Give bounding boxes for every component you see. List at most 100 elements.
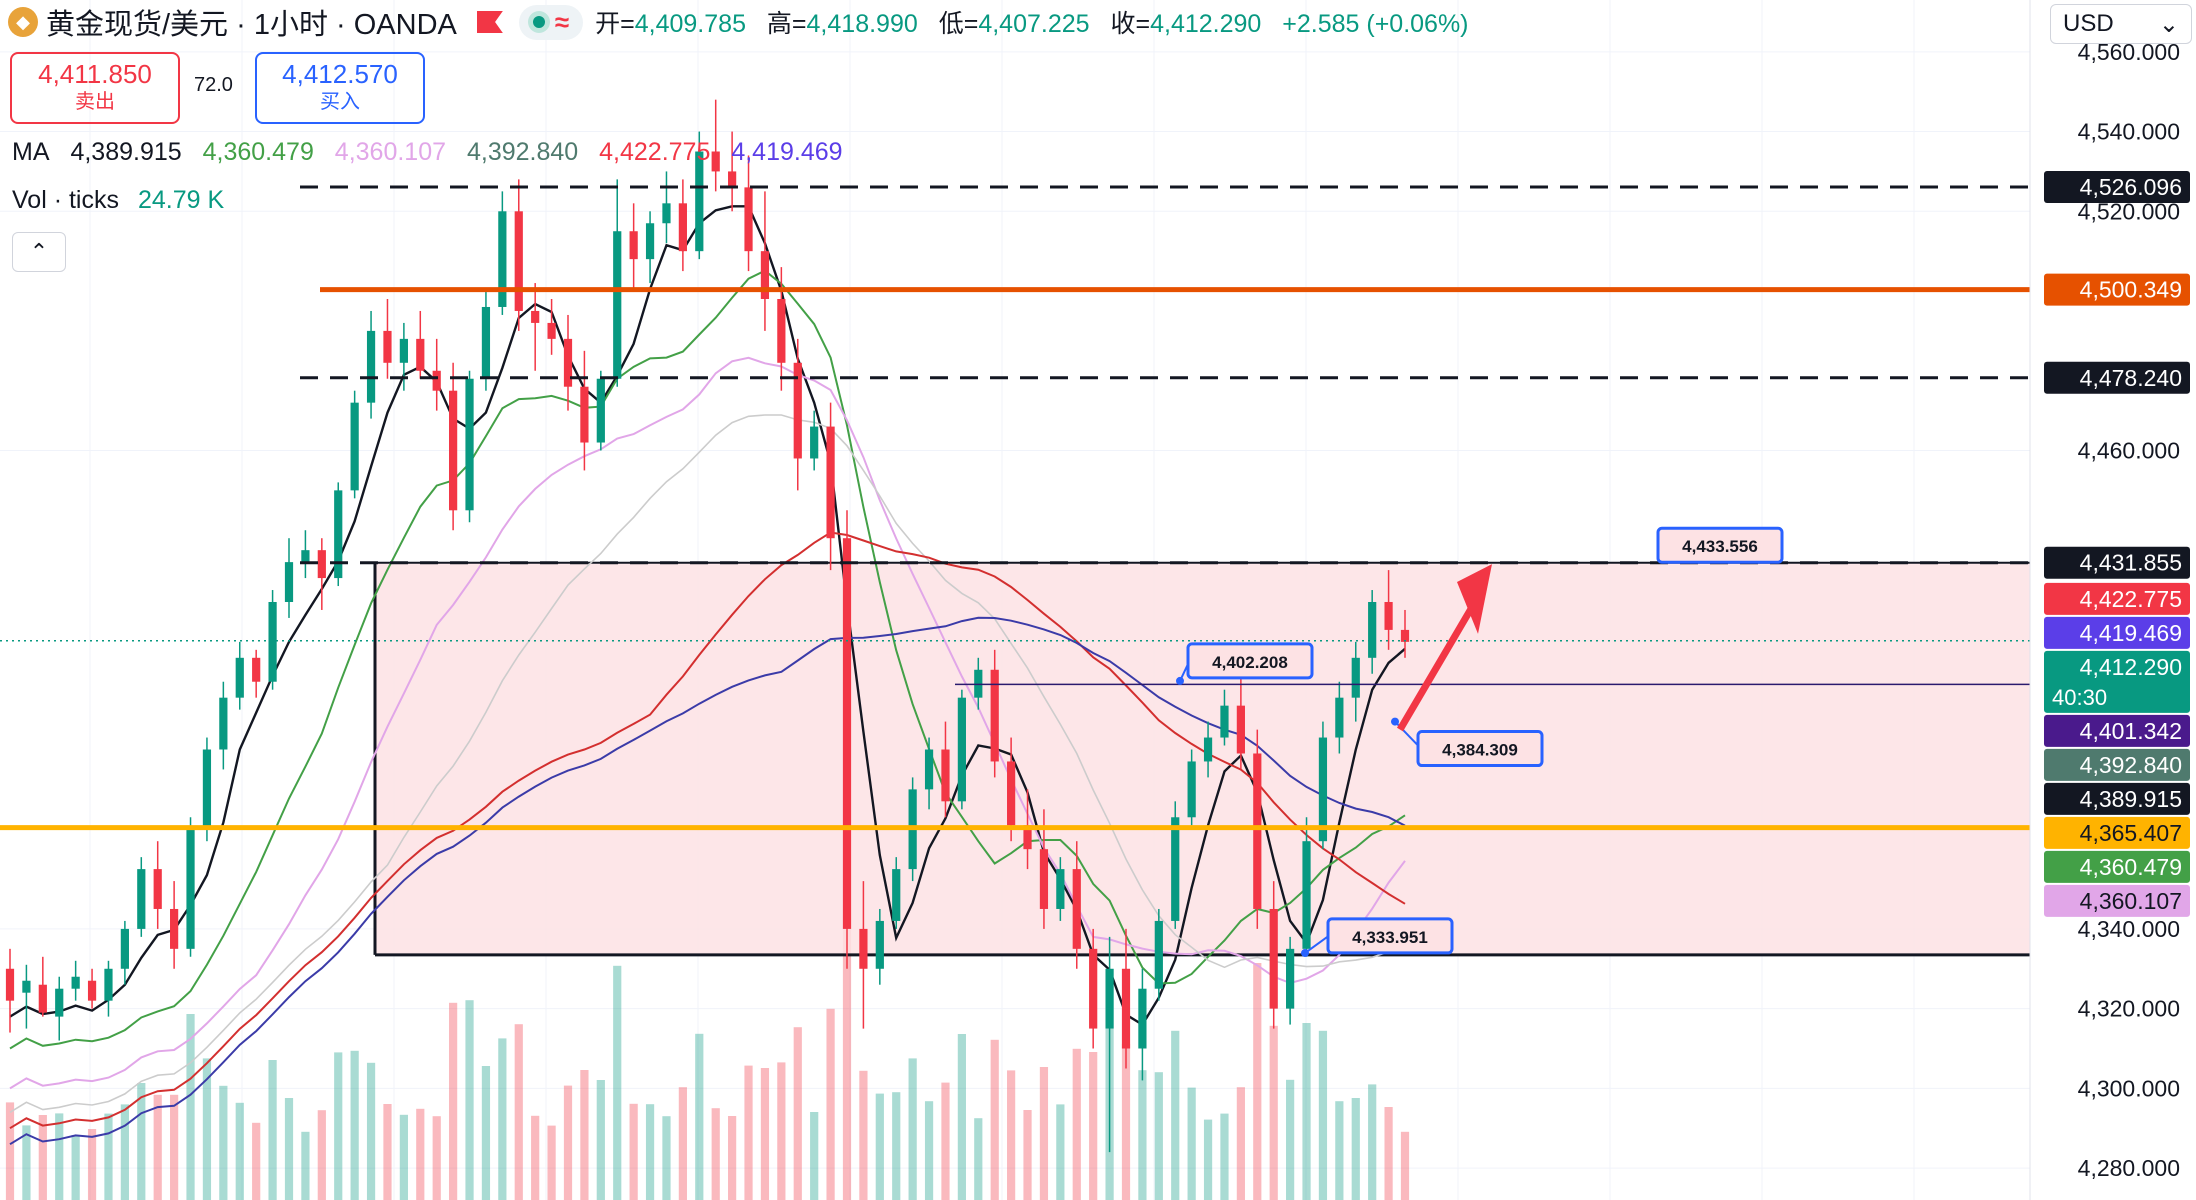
volume-bar [399,1114,408,1200]
volume-bar [941,1082,950,1200]
volume-bar [990,1039,999,1200]
volume-bar [793,1027,802,1200]
volume-bar [629,1103,638,1200]
volume-bar [662,1116,671,1200]
currency-label: USD [2063,10,2114,37]
moving-averages [9,205,1406,1146]
volume-bar [514,1024,523,1200]
volume-bar [1253,963,1262,1200]
candle [465,370,474,523]
candle [990,649,999,778]
candle-body [416,338,425,371]
badge-bg [2044,650,2190,713]
volume-bar [5,1102,15,1200]
badge-bg [2044,361,2190,394]
ma-label: MA [12,138,50,166]
candle-body [137,869,146,929]
volume-bar [875,1093,884,1200]
candle-body [22,980,31,993]
callout-label: 4,384.309 [1442,741,1518,760]
candle [350,390,359,499]
price-callout: 4,433.556 [1656,526,1784,564]
sell-label: 卖出 [75,91,115,113]
wave-icon: ≈ [554,6,570,37]
candle-body [810,426,819,459]
candle [596,370,605,451]
candle [38,956,47,1017]
sell-button[interactable]: 4,411.850 卖出 [10,52,180,124]
volume-bar [645,1104,655,1200]
candle [22,964,31,1029]
candle-body [744,187,753,252]
volume-bar [547,1125,556,1200]
market-status[interactable]: ≈ [518,4,584,40]
volume-bar [563,1085,573,1200]
volume-bar [531,1115,540,1200]
badge-label: 4,478.240 [2080,365,2182,391]
candle-body [317,550,326,579]
currency-selector[interactable]: USD ⌄ [2050,4,2192,44]
candle [1072,841,1081,969]
candle [859,881,868,1029]
ma-line-4 [9,414,1406,1113]
volume-bar [859,1070,868,1200]
buy-label: 买入 [320,91,360,113]
candle [1400,609,1410,658]
volume-bar [219,1085,228,1200]
ma-legend[interactable]: MA 4,389.915 4,360.479 4,360.107 4,392.8… [12,138,857,167]
candle [810,410,819,471]
badge-label: 4,500.349 [2080,277,2182,303]
collapse-legend-button[interactable]: ⌃ [12,232,66,272]
volume-bar [892,1092,901,1200]
callout-label: 4,402.208 [1212,653,1288,672]
callout-label: 4,433.556 [1682,537,1758,556]
axis-tick-label: 4,540.000 [2078,119,2180,145]
price-callouts[interactable]: 4,433.556 4,402.208 4,384.309 4,333.951 [1176,526,1784,958]
axis-price-badge: 4,360.479 [2044,850,2190,883]
ma-line-3 [9,356,1406,1090]
candle [71,960,80,1001]
volume-bar [1154,1072,1163,1200]
flag-icon[interactable] [476,11,503,33]
ma-line-2 [9,269,1406,1050]
volume-bar [202,1058,212,1200]
callout-anchor [1301,949,1309,958]
candle [186,817,195,957]
badge-bg [2044,850,2190,883]
candle-body [1007,761,1016,826]
volume-bar [498,1038,507,1200]
buy-button[interactable]: 4,412.570 买入 [255,52,425,124]
badge-bg [2044,782,2190,815]
candle-body [202,749,212,830]
candle [842,510,852,969]
candle-body [1187,761,1196,818]
axis-tick-label: 4,300.000 [2078,1075,2180,1101]
volume-legend[interactable]: Vol · ticks 24.79 K [12,186,224,215]
candle [301,530,310,579]
axis-price-badge: 4,419.469 [2044,616,2190,649]
candle-body [1368,601,1377,658]
candle-body [366,330,376,403]
candle-body [760,251,770,300]
candle [662,171,671,244]
candle [1236,677,1245,770]
range-box[interactable] [373,561,2030,957]
price-axis[interactable]: 4,560.0004,540.0004,520.0004,460.0004,34… [2029,0,2196,1200]
arrow-head [1457,564,1492,634]
volume-bar [1384,1107,1393,1200]
volume-bar [1072,1048,1081,1200]
badge-label: 4,360.107 [2080,888,2182,914]
candle [55,976,64,1041]
ohlc-values: 开=4,409.785 高=4,418.990 低=4,407.225 收=4,… [595,10,1469,38]
symbol-title[interactable]: 黄金现货/美元 · 1小时 · OANDA [46,9,457,41]
price-callout: 4,333.951 [1301,917,1454,958]
candle-body [1286,948,1295,1009]
volume-bar [120,1104,129,1200]
candle-body [892,869,901,921]
candle [432,338,441,411]
volume-bar [1121,1044,1131,1200]
arrow-shaft [1396,600,1479,732]
volume-bar [87,1129,97,1200]
candle [744,155,753,272]
